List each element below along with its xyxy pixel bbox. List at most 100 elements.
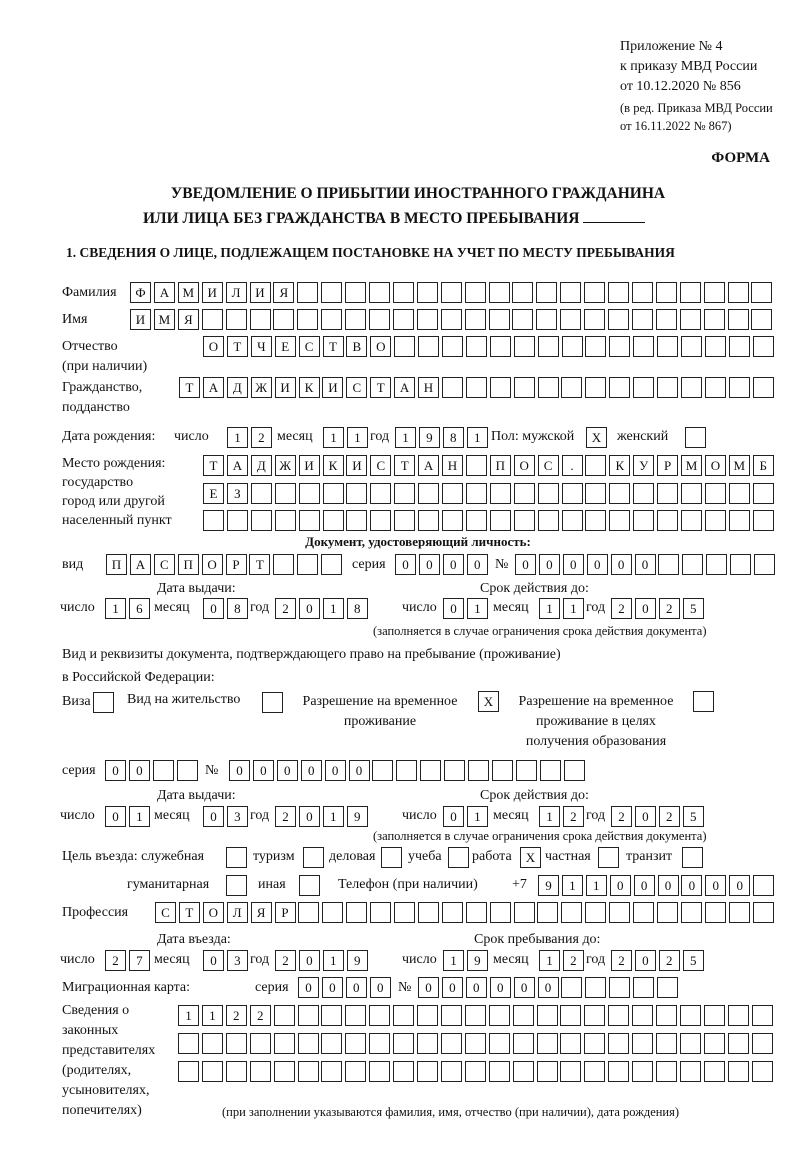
char-cell[interactable]: 0 bbox=[252, 760, 274, 781]
char-cell[interactable]: А bbox=[202, 377, 224, 398]
char-cell[interactable] bbox=[369, 1033, 391, 1054]
checkbox-cell[interactable]: X bbox=[586, 427, 607, 448]
char-cell[interactable]: 0 bbox=[418, 554, 440, 575]
char-cell[interactable] bbox=[321, 1005, 343, 1026]
char-cell[interactable] bbox=[561, 902, 583, 923]
char-cell[interactable] bbox=[560, 309, 582, 330]
char-cell[interactable] bbox=[273, 554, 295, 575]
char-cell[interactable] bbox=[488, 1061, 510, 1082]
char-cell[interactable]: 0 bbox=[369, 977, 391, 998]
char-cell[interactable] bbox=[609, 510, 631, 531]
char-cell[interactable]: Т bbox=[394, 455, 416, 476]
char-cell[interactable] bbox=[345, 309, 367, 330]
char-cell[interactable]: 2 bbox=[562, 806, 584, 827]
char-cell[interactable] bbox=[178, 1061, 199, 1082]
char-cell[interactable] bbox=[297, 1061, 319, 1082]
char-cell[interactable] bbox=[226, 510, 248, 531]
char-cell[interactable]: С bbox=[155, 902, 176, 923]
char-cell[interactable] bbox=[609, 336, 631, 357]
char-cell[interactable]: Т bbox=[370, 377, 392, 398]
char-cell[interactable]: 1 bbox=[466, 598, 488, 619]
char-cell[interactable]: 0 bbox=[634, 950, 656, 971]
char-cell[interactable] bbox=[440, 1033, 462, 1054]
char-cell[interactable] bbox=[417, 1005, 438, 1026]
char-cell[interactable] bbox=[536, 1005, 558, 1026]
char-cell[interactable]: М bbox=[177, 282, 199, 303]
char-cell[interactable] bbox=[681, 336, 702, 357]
char-cell[interactable]: 1 bbox=[539, 598, 560, 619]
char-cell[interactable]: И bbox=[130, 309, 151, 330]
char-cell[interactable] bbox=[321, 309, 343, 330]
char-cell[interactable] bbox=[465, 902, 487, 923]
char-cell[interactable] bbox=[440, 1005, 462, 1026]
char-cell[interactable] bbox=[631, 309, 653, 330]
char-cell[interactable]: 1 bbox=[201, 1005, 223, 1026]
char-cell[interactable] bbox=[680, 902, 702, 923]
char-cell[interactable] bbox=[561, 510, 583, 531]
char-cell[interactable] bbox=[273, 1033, 295, 1054]
char-cell[interactable] bbox=[417, 902, 439, 923]
char-cell[interactable]: Т bbox=[178, 902, 200, 923]
char-cell[interactable]: А bbox=[418, 455, 440, 476]
char-cell[interactable] bbox=[418, 336, 440, 357]
char-cell[interactable] bbox=[681, 483, 702, 504]
char-cell[interactable] bbox=[560, 1005, 582, 1026]
char-cell[interactable] bbox=[609, 377, 631, 398]
char-cell[interactable]: 0 bbox=[729, 875, 751, 896]
char-cell[interactable] bbox=[727, 282, 749, 303]
char-cell[interactable] bbox=[249, 1061, 271, 1082]
char-cell[interactable] bbox=[633, 377, 655, 398]
char-cell[interactable] bbox=[679, 1005, 701, 1026]
char-cell[interactable] bbox=[321, 1061, 343, 1082]
char-cell[interactable] bbox=[560, 1033, 582, 1054]
char-cell[interactable] bbox=[273, 1061, 295, 1082]
char-cell[interactable]: 0 bbox=[441, 977, 463, 998]
char-cell[interactable]: Ч bbox=[250, 336, 272, 357]
char-cell[interactable]: Р bbox=[657, 455, 679, 476]
char-cell[interactable] bbox=[394, 510, 416, 531]
char-cell[interactable]: М bbox=[153, 309, 175, 330]
char-cell[interactable]: 2 bbox=[105, 950, 126, 971]
char-cell[interactable] bbox=[512, 1005, 534, 1026]
char-cell[interactable]: 0 bbox=[345, 977, 367, 998]
char-cell[interactable] bbox=[273, 309, 295, 330]
char-cell[interactable] bbox=[730, 554, 752, 575]
char-cell[interactable] bbox=[680, 377, 702, 398]
char-cell[interactable]: Ф bbox=[130, 282, 151, 303]
char-cell[interactable] bbox=[584, 282, 606, 303]
char-cell[interactable] bbox=[657, 510, 679, 531]
char-cell[interactable] bbox=[728, 510, 750, 531]
char-cell[interactable]: С bbox=[346, 377, 368, 398]
char-cell[interactable] bbox=[394, 902, 415, 923]
char-cell[interactable]: 2 bbox=[275, 598, 296, 619]
char-cell[interactable] bbox=[464, 1005, 486, 1026]
char-cell[interactable]: 5 bbox=[682, 598, 704, 619]
char-cell[interactable]: 0 bbox=[633, 875, 655, 896]
char-cell[interactable]: 2 bbox=[658, 806, 680, 827]
char-cell[interactable] bbox=[608, 1033, 630, 1054]
char-cell[interactable] bbox=[322, 902, 344, 923]
char-cell[interactable] bbox=[464, 1061, 486, 1082]
char-cell[interactable] bbox=[321, 1033, 343, 1054]
char-cell[interactable] bbox=[489, 377, 511, 398]
char-cell[interactable] bbox=[561, 336, 583, 357]
char-cell[interactable]: Т bbox=[322, 336, 344, 357]
char-cell[interactable]: М bbox=[681, 455, 702, 476]
char-cell[interactable] bbox=[513, 483, 535, 504]
char-cell[interactable] bbox=[752, 902, 774, 923]
char-cell[interactable]: 2 bbox=[275, 806, 296, 827]
char-cell[interactable] bbox=[465, 455, 487, 476]
char-cell[interactable]: 1 bbox=[561, 875, 583, 896]
char-cell[interactable]: 3 bbox=[226, 806, 248, 827]
char-cell[interactable]: 0 bbox=[705, 875, 727, 896]
char-cell[interactable]: З bbox=[226, 483, 248, 504]
char-cell[interactable]: Е bbox=[274, 336, 296, 357]
char-cell[interactable] bbox=[298, 483, 320, 504]
char-cell[interactable]: 1 bbox=[128, 806, 150, 827]
checkbox-cell[interactable] bbox=[93, 692, 114, 713]
char-cell[interactable] bbox=[609, 977, 631, 998]
char-cell[interactable]: 0 bbox=[298, 806, 320, 827]
char-cell[interactable]: 1 bbox=[395, 427, 416, 448]
char-cell[interactable] bbox=[584, 1061, 606, 1082]
char-cell[interactable] bbox=[225, 1033, 247, 1054]
